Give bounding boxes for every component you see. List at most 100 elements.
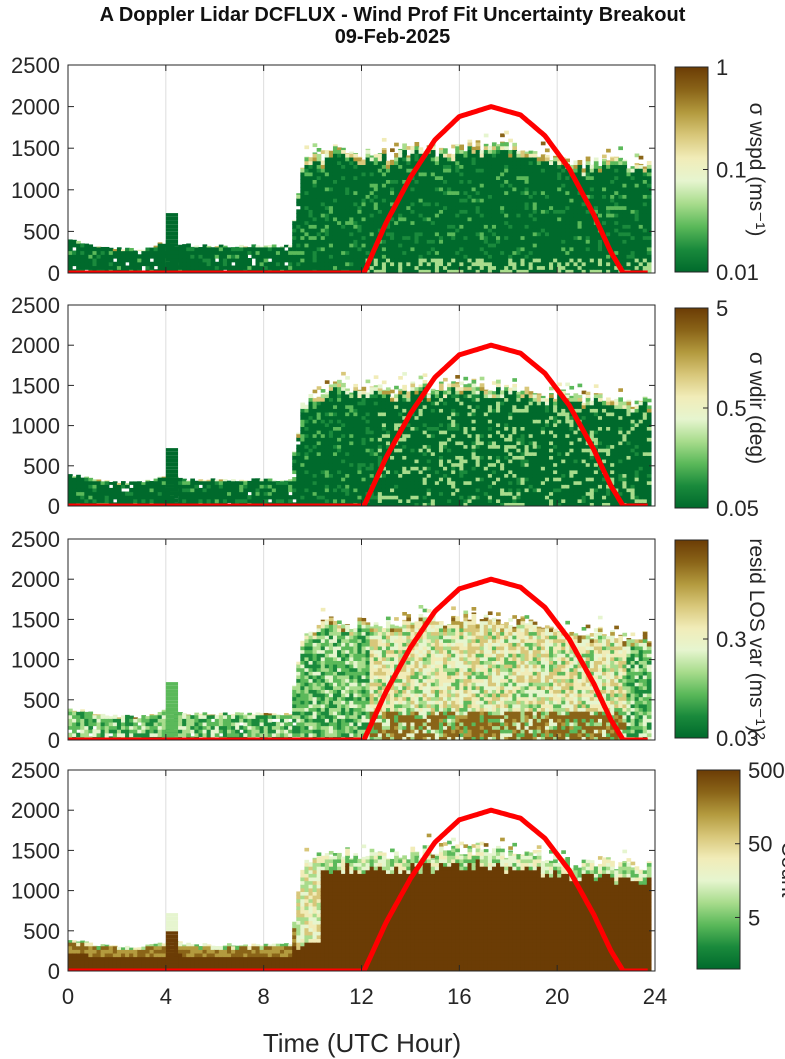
heatmap-cell xyxy=(581,224,587,229)
heatmap-cell xyxy=(300,469,306,475)
heatmap-cell xyxy=(345,397,350,402)
heatmap-cell xyxy=(324,495,330,500)
heatmap-cell xyxy=(402,220,407,225)
heatmap-cell xyxy=(259,246,265,248)
heatmap-cell xyxy=(459,145,465,151)
heatmap-cell xyxy=(426,440,432,446)
heatmap-cell xyxy=(332,473,338,478)
heatmap-cell xyxy=(369,477,375,482)
heatmap-cell xyxy=(577,243,583,248)
heatmap-cell xyxy=(381,261,387,267)
heatmap-cell xyxy=(634,213,640,218)
heatmap-cell xyxy=(410,419,416,424)
heatmap-cell xyxy=(573,239,579,244)
heatmap-cell xyxy=(68,250,73,255)
heatmap-cell xyxy=(206,245,212,248)
heatmap-cell xyxy=(377,388,383,391)
heatmap-cell xyxy=(438,168,444,173)
heatmap-cell xyxy=(569,254,575,259)
heatmap-cell xyxy=(308,168,314,173)
heatmap-cell xyxy=(337,448,342,453)
heatmap-cell xyxy=(353,171,359,177)
heatmap-cell xyxy=(296,495,301,500)
heatmap-cell xyxy=(328,164,334,169)
heatmap-cell xyxy=(300,246,306,252)
heatmap-cell xyxy=(373,175,379,180)
heatmap-cell xyxy=(365,183,371,188)
heatmap-cell xyxy=(630,175,636,180)
heatmap-cell xyxy=(496,190,501,195)
heatmap-cell xyxy=(349,422,354,428)
heatmap-cell xyxy=(438,480,444,485)
heatmap-cell xyxy=(328,440,334,446)
heatmap-cell xyxy=(284,265,289,270)
heatmap-cell xyxy=(222,261,228,267)
heatmap-cell xyxy=(496,164,501,169)
heatmap-cell xyxy=(549,239,554,244)
heatmap-cell xyxy=(426,422,432,428)
heatmap-cell xyxy=(443,265,448,270)
heatmap-cell xyxy=(120,498,126,503)
heatmap-cell xyxy=(561,213,566,218)
heatmap-cell xyxy=(524,156,530,162)
heatmap-cell xyxy=(614,198,619,203)
heatmap-cell xyxy=(422,243,428,248)
heatmap-cell xyxy=(341,498,346,503)
heatmap-cell xyxy=(76,477,81,482)
heatmap-cell xyxy=(137,484,142,489)
heatmap-cell xyxy=(528,153,534,158)
heatmap-cell xyxy=(626,186,632,192)
heatmap-cell xyxy=(365,502,371,506)
heatmap-cell xyxy=(369,261,375,267)
heatmap-cell xyxy=(451,250,456,255)
heatmap-cell xyxy=(430,261,436,267)
heatmap-cell xyxy=(398,160,403,166)
heatmap-cell xyxy=(528,205,534,210)
heatmap-cell xyxy=(581,171,587,177)
heatmap-cell xyxy=(443,437,448,442)
heatmap-cell xyxy=(332,430,338,435)
heatmap-cell xyxy=(459,156,465,162)
heatmap-cell xyxy=(243,258,248,263)
heatmap-cell xyxy=(402,408,407,413)
heatmap-cell xyxy=(573,231,579,237)
heatmap-cell xyxy=(267,246,273,252)
heatmap-cell xyxy=(304,145,310,150)
heatmap-cell xyxy=(434,261,440,267)
heatmap-cell xyxy=(235,484,240,489)
heatmap-cell xyxy=(577,164,583,169)
heatmap-cell xyxy=(438,448,444,453)
heatmap-cell xyxy=(422,190,428,195)
heatmap-cell xyxy=(300,433,306,438)
heatmap-cell xyxy=(438,390,444,395)
heatmap-cell xyxy=(614,254,619,259)
heatmap-cell xyxy=(381,433,387,438)
heatmap-cell xyxy=(544,209,550,214)
heatmap-cell xyxy=(292,219,297,222)
heatmap-cell xyxy=(349,168,354,173)
heatmap-cell xyxy=(455,190,460,195)
heatmap-cell xyxy=(349,495,354,500)
heatmap-cell xyxy=(324,397,330,402)
heatmap-cell xyxy=(504,142,509,147)
heatmap-cell xyxy=(373,201,379,207)
heatmap-cell xyxy=(410,216,416,222)
heatmap-cell xyxy=(226,258,232,263)
heatmap-cell xyxy=(459,209,465,214)
heatmap-cell xyxy=(190,258,195,263)
heatmap-cell xyxy=(337,455,342,460)
heatmap-cell xyxy=(394,487,399,493)
heatmap-cell xyxy=(614,243,619,248)
heatmap-cell xyxy=(324,150,330,154)
heatmap-cell xyxy=(337,404,342,409)
heatmap-cell xyxy=(332,382,338,388)
heatmap-cell xyxy=(516,213,522,218)
heatmap-cell xyxy=(549,198,554,203)
heatmap-cell xyxy=(638,246,644,252)
heatmap-cell xyxy=(365,190,371,195)
heatmap-cell xyxy=(443,498,448,503)
heatmap-cell xyxy=(447,198,452,203)
heatmap-cell xyxy=(443,205,448,210)
heatmap-cell xyxy=(418,444,424,449)
colorbar-label: σ wspd (ms⁻¹) xyxy=(745,103,768,237)
